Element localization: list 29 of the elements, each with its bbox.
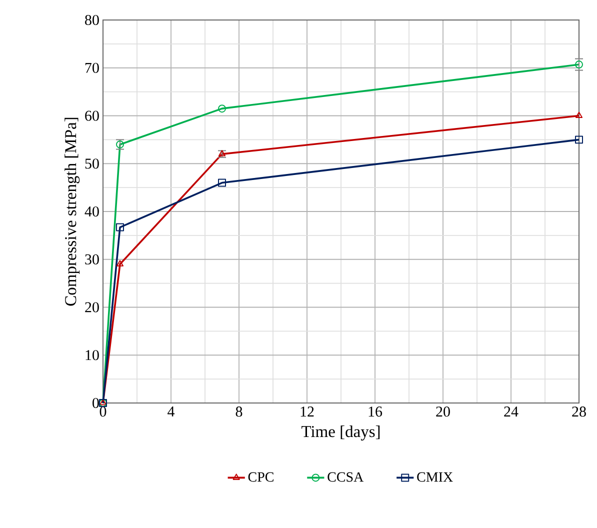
y-tick-label: 0	[92, 398, 99, 408]
y-tick-label: 40	[84, 206, 99, 217]
x-tick-label: 0	[100, 406, 106, 417]
legend-label: CMIX	[417, 472, 453, 482]
legend-label: CPC	[248, 472, 274, 482]
y-tick-label: 60	[85, 110, 99, 121]
x-tick-label: 20	[436, 406, 450, 417]
y-tick-label: 70	[85, 62, 99, 73]
y-tick-label: 10	[86, 350, 99, 360]
x-tick-label: 4	[168, 406, 175, 416]
y-tick-label: 30	[85, 254, 99, 264]
y-axis-title: Compressive strength [MPa]	[64, 118, 80, 306]
point	[218, 104, 226, 113]
point	[116, 260, 124, 266]
x-tick-label: 24	[504, 406, 518, 416]
x-tick-label: 28	[572, 406, 586, 417]
point	[116, 223, 124, 232]
point	[575, 112, 583, 118]
legend-label: CCSA	[328, 472, 364, 482]
y-tick-label: 80	[85, 14, 99, 26]
x-tick-label: 16	[368, 406, 382, 417]
point	[218, 178, 226, 187]
y-tick-label: 20	[85, 302, 99, 312]
x-tick-label: 12	[300, 406, 314, 416]
point	[575, 60, 584, 69]
y-tick-label: 50	[85, 158, 99, 169]
point	[575, 136, 584, 144]
x-tick-label: 8	[236, 406, 242, 417]
x-axis-title: Time [days]	[302, 426, 380, 441]
